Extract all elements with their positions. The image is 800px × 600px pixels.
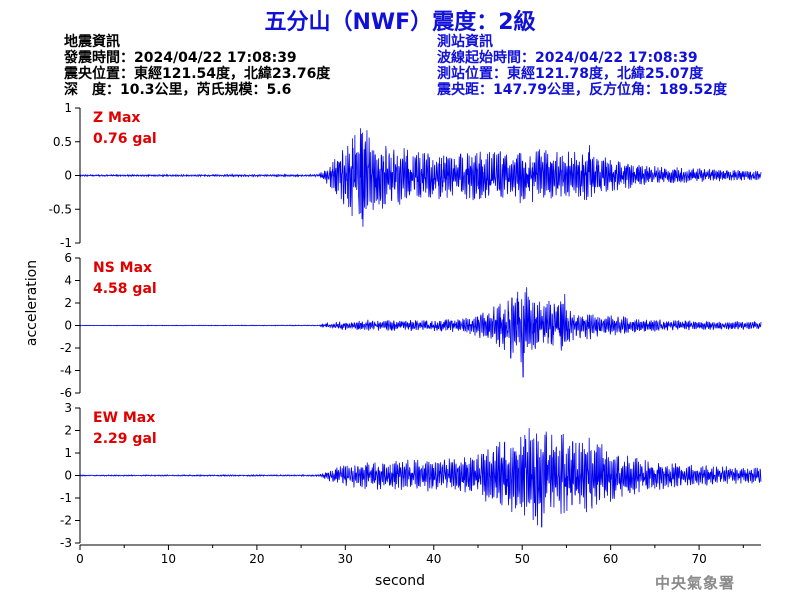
ns-y-tick-label: -4 [60, 364, 72, 378]
station-info: 測站資訊 波線起始時間：2024/04/22 17:08:39 測站位置：東經1… [437, 34, 727, 98]
ns-y-tick-label: -2 [60, 341, 72, 355]
x-tick-label: 40 [426, 552, 441, 566]
earthquake-info-heading: 地震資訊 [64, 34, 120, 50]
z-y-tick-label: 1 [64, 101, 72, 115]
ns-y-tick-label: 6 [64, 251, 72, 265]
z-y-tick-label: 0 [64, 169, 72, 183]
z-y-tick-label: 0.5 [53, 135, 72, 149]
x-tick-label: 60 [603, 552, 618, 566]
z-max-value: 0.76 gal [93, 131, 157, 147]
x-tick-label: 30 [338, 552, 353, 566]
y-axis-title: acceleration [24, 260, 40, 346]
earthquake-depth-magnitude: 深 度：10.3公里，芮氏規模：5.6 [64, 82, 292, 98]
chart-title: 五分山（NWF）震度：2級 [264, 10, 536, 35]
ns-trace [79, 287, 762, 378]
z-y-tick-label: -0.5 [49, 202, 72, 216]
x-tick-label: 10 [161, 552, 176, 566]
station-wave-start: 波線起始時間：2024/04/22 17:08:39 [437, 50, 698, 66]
z-trace [79, 128, 762, 227]
ns-y-tick-label: -6 [60, 386, 72, 400]
ew-y-tick-label: 2 [64, 424, 72, 438]
ew-max-value: 2.29 gal [93, 431, 157, 447]
x-tick-label: 70 [691, 552, 706, 566]
ew-max-label: EW Max [93, 410, 155, 426]
ew-y-tick-label: -1 [60, 491, 72, 505]
earthquake-epicenter: 震央位置：東經121.54度，北緯23.76度 [64, 66, 331, 82]
ns-y-tick-label: 0 [64, 319, 72, 333]
x-tick-label: 0 [76, 552, 84, 566]
earthquake-time: 發震時間：2024/04/22 17:08:39 [64, 50, 297, 66]
station-location: 測站位置：東經121.78度，北緯25.07度 [437, 66, 704, 82]
earthquake-info: 地震資訊 發震時間：2024/04/22 17:08:39 震央位置：東經121… [64, 34, 330, 98]
z-y-tick-label: -1 [60, 236, 72, 250]
station-distance: 震央距：147.79公里，反方位角：189.52度 [437, 82, 728, 98]
z-max-label: Z Max [93, 110, 140, 126]
station-info-heading: 測站資訊 [437, 34, 493, 50]
ew-y-tick-label: 0 [64, 469, 72, 483]
ew-y-tick-label: -2 [60, 514, 72, 528]
x-tick-label: 50 [515, 552, 530, 566]
x-axis-title: second [375, 573, 425, 589]
x-tick-label: 20 [249, 552, 264, 566]
ew-y-tick-label: 3 [64, 401, 72, 415]
ns-y-tick-label: 2 [64, 296, 72, 310]
ns-max-label: NS Max [93, 260, 152, 276]
ew-trace [79, 428, 762, 528]
ns-y-tick-label: 4 [64, 274, 72, 288]
ns-max-value: 4.58 gal [93, 281, 157, 297]
ew-y-tick-label: -3 [60, 536, 72, 550]
agency-logo-text: 中央氣象署 [655, 574, 736, 592]
ew-y-tick-label: 1 [64, 446, 72, 460]
